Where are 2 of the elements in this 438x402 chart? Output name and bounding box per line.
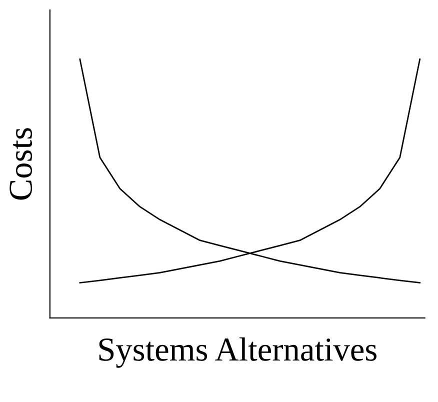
x-axis-title: Systems Alternatives [99, 337, 376, 368]
y-axis-title: Costs [10, 128, 32, 200]
